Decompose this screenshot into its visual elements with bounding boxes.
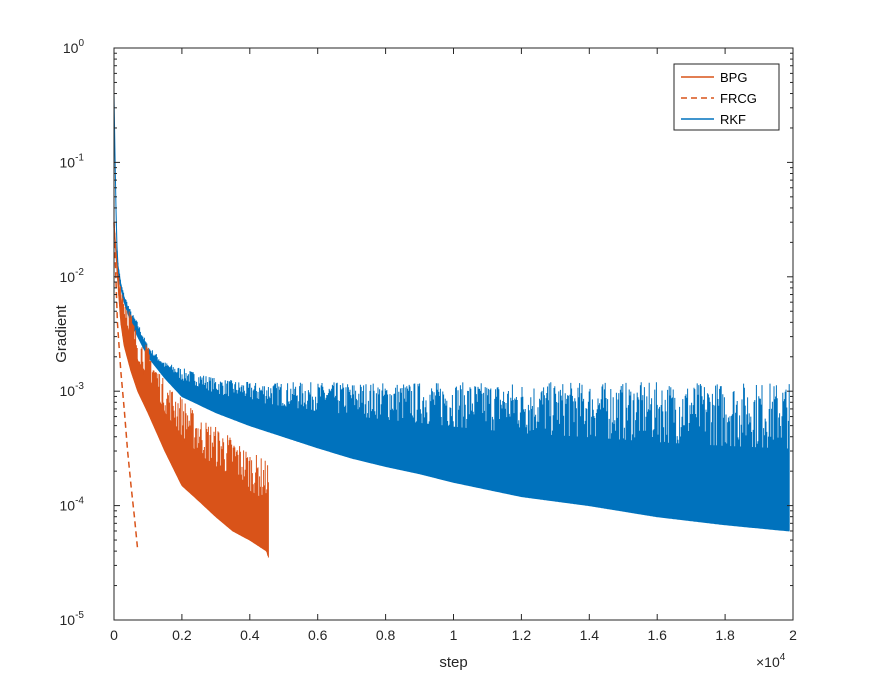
x-axis-scale-factor: ×104 bbox=[756, 652, 786, 670]
series-frcg bbox=[113, 222, 139, 552]
x-axis-scale-base: ×10 bbox=[756, 654, 780, 670]
x-tick-label: 0.8 bbox=[376, 627, 396, 643]
tick-layer: 0 0.2 0.4 0.6 0.8 1 1.2 1.4 1.6 1.8 2 10-5 10-4 10-3 1… bbox=[60, 38, 798, 643]
plot-area-frame bbox=[113, 47, 794, 621]
x-tick-label: 1.2 bbox=[512, 627, 532, 643]
x-tick-label: 1.6 bbox=[647, 627, 667, 643]
y-tick-label: 10-1 bbox=[60, 152, 85, 170]
y-tick-exponent: -4 bbox=[75, 496, 84, 507]
x-axis-scale-exponent: 4 bbox=[780, 652, 786, 663]
series-bpg bbox=[113, 222, 269, 558]
x-tick-label: 2 bbox=[789, 627, 797, 643]
x-tick-label: 0.4 bbox=[240, 627, 260, 643]
y-tick-label: 10-5 bbox=[60, 610, 85, 628]
legend: BPG FRCG RKF bbox=[673, 63, 780, 131]
series-layer bbox=[113, 93, 790, 558]
legend-label-bpg: BPG bbox=[720, 70, 747, 85]
y-tick-label: 100 bbox=[63, 38, 85, 56]
x-tick-label: 1.8 bbox=[715, 627, 735, 643]
x-tick-label: 0.2 bbox=[172, 627, 192, 643]
legend-label-frcg: FRCG bbox=[720, 91, 757, 106]
y-tick-exponent: -3 bbox=[75, 381, 84, 392]
x-axis-label: step bbox=[439, 654, 467, 671]
y-tick-exponent: 0 bbox=[78, 38, 84, 49]
series-line-frcg bbox=[113, 222, 139, 552]
y-axis-label: Gradient bbox=[53, 304, 70, 362]
y-tick-label: 10-3 bbox=[60, 381, 85, 399]
series-spikes-bpg bbox=[114, 233, 269, 558]
x-tick-label: 1 bbox=[450, 627, 458, 643]
y-tick-exponent: -5 bbox=[75, 610, 84, 621]
y-tick-exponent: -2 bbox=[75, 267, 84, 278]
x-tick-label: 0.6 bbox=[308, 627, 328, 643]
series-spikes-rkf bbox=[115, 223, 790, 531]
series-rkf bbox=[113, 93, 790, 532]
y-tick-label: 10-2 bbox=[60, 267, 85, 285]
x-tick-label: 0 bbox=[110, 627, 118, 643]
x-tick-label: 1.4 bbox=[580, 627, 600, 643]
legend-label-rkf: RKF bbox=[720, 112, 746, 127]
y-tick-label: 10-4 bbox=[60, 496, 85, 514]
y-tick-exponent: -1 bbox=[75, 152, 84, 163]
